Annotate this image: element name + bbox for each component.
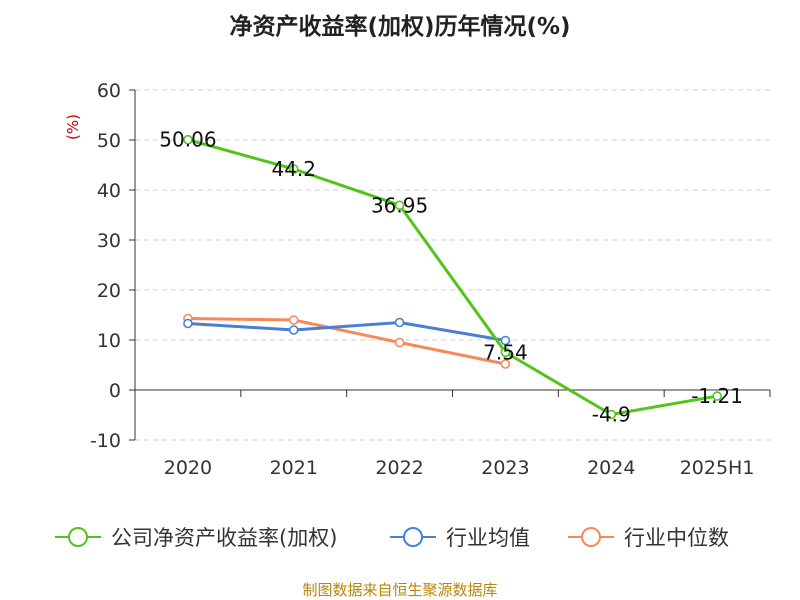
chart-title: 净资产收益率(加权)历年情况(%) [229,13,570,40]
y-tick-label: 60 [97,80,121,102]
data-point [288,315,299,325]
data-point [288,164,299,174]
legend-label: 行业中位数 [624,526,729,550]
y-axis-label: (%) [64,114,82,140]
x-tick-label: 2020 [164,457,212,479]
x-tick-label: 2024 [587,457,635,479]
y-tick-label: 20 [97,280,121,302]
y-tick-label: 10 [97,330,121,352]
data-label: 50.06 [159,128,216,152]
grid-lines [135,89,770,441]
x-tick-label: 2023 [481,457,529,479]
data-labels: 50.06 44.2 36.95 7.54 -4.9 -1.21 [159,128,743,427]
series-line-0 [187,138,718,416]
x-tick-label: 2022 [375,457,423,479]
legend: 公司净资产收益率(加权) 行业均值 行业中位数 [55,526,729,550]
legend-label: 行业均值 [446,526,530,550]
y-tick-label: 40 [97,180,121,202]
legend-marker [581,527,601,547]
data-label: 36.95 [371,193,428,217]
x-tick-label: 2025H1 [680,457,755,479]
data-point [606,409,617,420]
data-point [288,325,299,335]
series-layer [183,134,722,420]
y-tick-label: -10 [90,430,121,452]
data-point [183,134,193,145]
data-label: -4.9 [592,403,631,427]
data-point [394,317,405,328]
legend-marker [68,527,88,547]
series-line-2 [187,317,506,366]
data-point [394,200,405,211]
legend-marker [403,527,423,547]
source-note: 制图数据来自恒生聚源数据库 [302,581,497,599]
legend-label: 公司净资产收益率(加权) [111,526,337,550]
data-label: 7.54 [483,340,528,364]
data-point [712,391,722,401]
data-point [500,347,511,358]
data-label: 44.2 [271,157,316,181]
data-point [183,318,193,329]
y-tick-label: 50 [97,130,121,152]
data-point [500,335,511,346]
axes: -10 0 10 20 30 40 50 60 2020 2021 2022 2023 2024 2025… [90,80,771,479]
y-tick-label: 30 [97,230,121,252]
data-label: -1.21 [691,384,743,408]
series-line-1 [187,321,506,342]
data-point [500,359,511,369]
x-tick-label: 2021 [270,457,318,479]
y-tick-label: 0 [109,380,121,402]
data-point [394,337,405,348]
